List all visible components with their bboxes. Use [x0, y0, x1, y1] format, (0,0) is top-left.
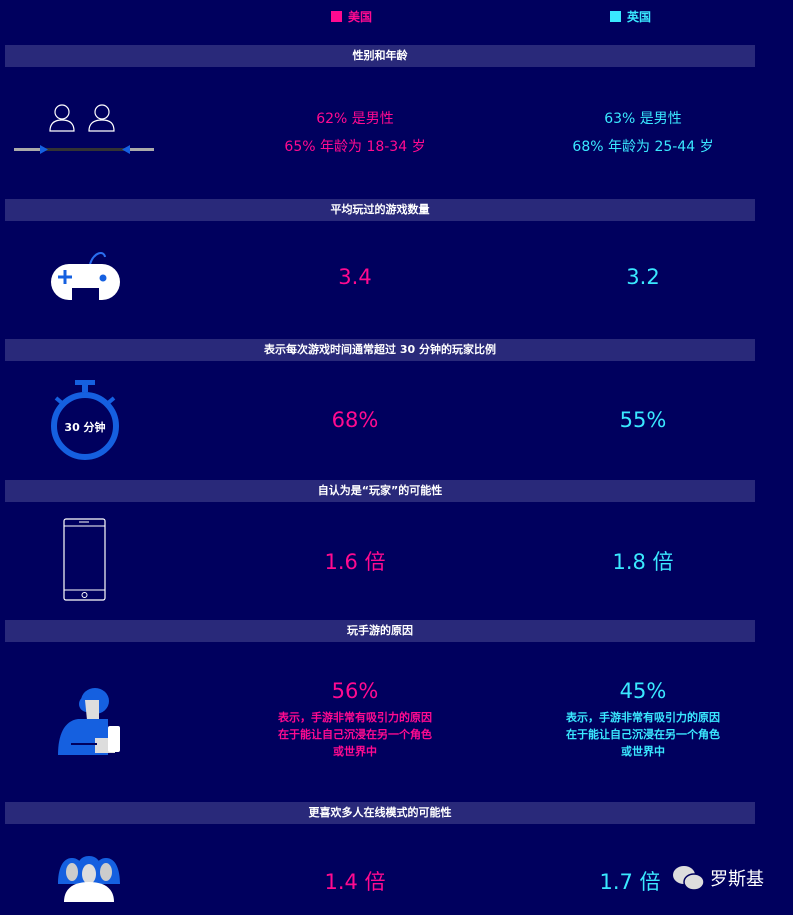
us-gamer: 1.6 倍: [324, 550, 386, 574]
section-header: 自认为是“玩家”的可能性: [5, 480, 755, 502]
stopwatch-icon: 30 分钟: [48, 380, 122, 460]
section-header: 平均玩过的游戏数量: [5, 199, 755, 221]
section-header: 表示每次游戏时间通常超过 30 分钟的玩家比例: [5, 339, 755, 361]
us-multiplayer: 1.4 倍: [324, 870, 386, 894]
group-icon: [58, 856, 120, 902]
uk-session: 55%: [619, 408, 667, 432]
legend-uk-label: 英国: [627, 10, 652, 24]
us-session: 68%: [331, 408, 379, 432]
stopwatch-label: 30 分钟: [64, 421, 106, 434]
us-immersion: 56%: [331, 679, 379, 703]
smartphone-icon: [63, 518, 106, 601]
uk-immersion-desc: 表示，手游非常有吸引力的原因 在于能让自己沉浸在另一个角色 或世界中: [566, 711, 720, 758]
wechat-icon: [673, 866, 705, 891]
person-phone-icon: [58, 688, 120, 755]
section-header: 更喜欢多人在线模式的可能性: [5, 802, 755, 824]
section-header: 玩手游的原因: [5, 620, 755, 642]
us-games: 3.4: [338, 265, 372, 289]
us-immersion-desc: 表示，手游非常有吸引力的原因 在于能让自己沉浸在另一个角色 或世界中: [278, 711, 432, 758]
us-male: 62% 是男性: [316, 111, 394, 127]
uk-age: 68% 年龄为 25-44 岁: [572, 139, 714, 155]
watermark: 罗斯基: [672, 864, 764, 892]
legend-uk: 英国: [610, 8, 651, 25]
legend-us: 美国: [331, 8, 372, 25]
gender-icon: [14, 104, 154, 154]
watermark-text: 罗斯基: [710, 869, 764, 890]
uk-gamer: 1.8 倍: [612, 550, 674, 574]
legend-us-label: 美国: [348, 10, 373, 24]
us-age: 65% 年龄为 18-34 岁: [284, 139, 426, 155]
gamepad-icon: [51, 251, 120, 302]
uk-games: 3.2: [626, 265, 660, 289]
uk-immersion: 45%: [619, 679, 667, 703]
uk-male: 63% 是男性: [604, 111, 682, 127]
section-header: 性别和年龄: [5, 45, 755, 67]
uk-multiplayer: 1.7 倍: [599, 870, 661, 894]
